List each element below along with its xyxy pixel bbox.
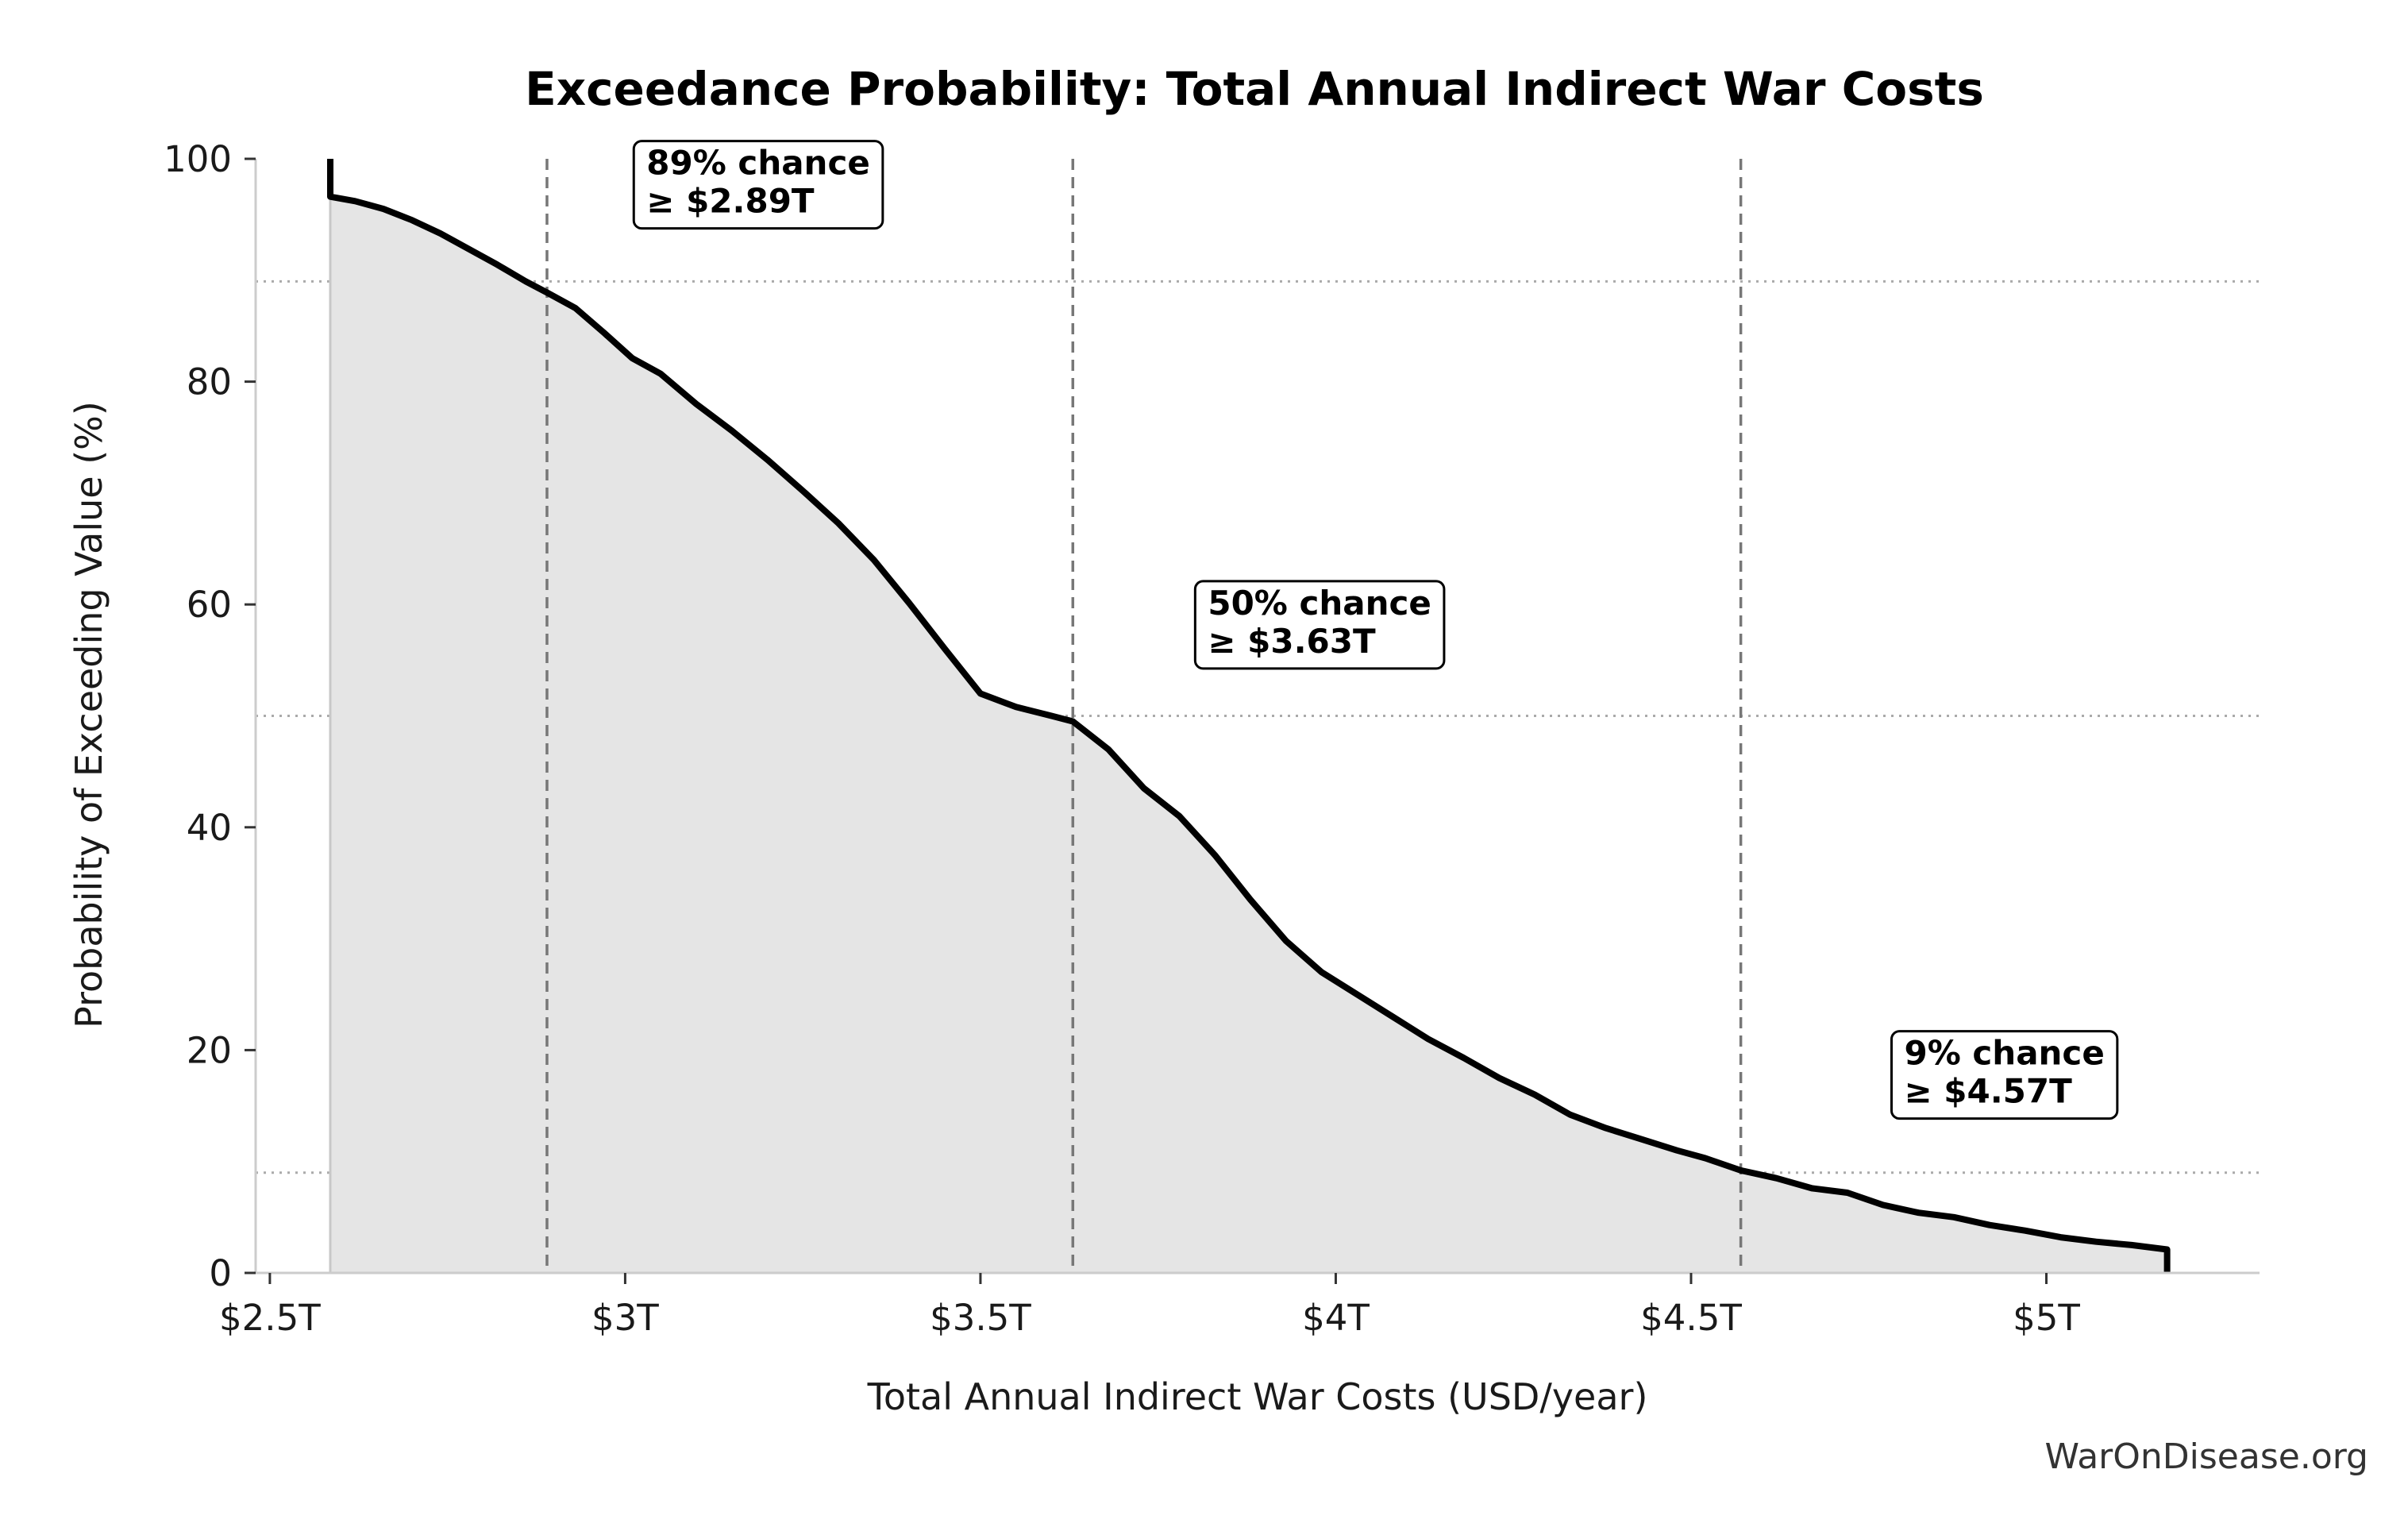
annotation-line1: 89% chance [646,144,870,183]
x-tick-label: $3T [591,1297,659,1339]
y-tick-label: 100 [164,138,232,180]
annotation-line2: ≥ $3.63T [1208,622,1376,661]
annotation-box: 50% chance≥ $3.63T [1193,580,1446,670]
exceedance-area [329,159,2167,1273]
x-tick-label: $4T [1302,1297,1370,1339]
y-axis-label: Probability of Exceeding Value (%) [67,401,110,1028]
axes [254,159,2260,1275]
annotation-line2: ≥ $4.57T [1904,1072,2072,1111]
x-axis-ticks: $2.5T $3T $3.5T $4T $4.5T $5T [219,1273,2080,1339]
x-axis-label: Total Annual Indirect War Costs (USD/yea… [867,1375,1648,1418]
annotation-frame [632,140,884,230]
annotation-frame [1193,580,1446,670]
y-tick-label: 60 [187,584,232,626]
annotation-box: 89% chance≥ $2.89T [632,140,884,230]
annotation-line1: 9% chance [1904,1034,2104,1073]
annotation-box: 9% chance≥ $4.57T [1890,1030,2119,1120]
source-credit: WarOnDisease.org [2045,1437,2368,1477]
x-tick-label: $2.5T [219,1297,321,1339]
y-tick-label: 80 [187,361,232,403]
area-fill [330,159,2167,1273]
annotation-line1: 50% chance [1208,584,1431,623]
x-tick-label: $5T [2013,1297,2080,1339]
y-tick-label: 0 [209,1252,232,1294]
y-axis-ticks: 0 20 40 60 80 100 [164,138,256,1294]
exceedance-line [327,159,2171,1273]
x-tick-label: $3.5T [930,1297,1031,1339]
y-tick-label: 40 [187,807,232,849]
series-line [327,159,2171,1273]
annotation-line2: ≥ $2.89T [646,182,815,221]
annotation-frame [1890,1030,2119,1120]
x-tick-label: $4.5T [1640,1297,1742,1339]
annotations: 89% chance≥ $2.89T 50% chance≥ $3.63T 9% c… [632,140,2119,1120]
y-tick-label: 20 [187,1029,232,1071]
chart-title: Exceedance Probability: Total Annual Ind… [525,62,1984,116]
threshold-guides [545,159,1743,1273]
